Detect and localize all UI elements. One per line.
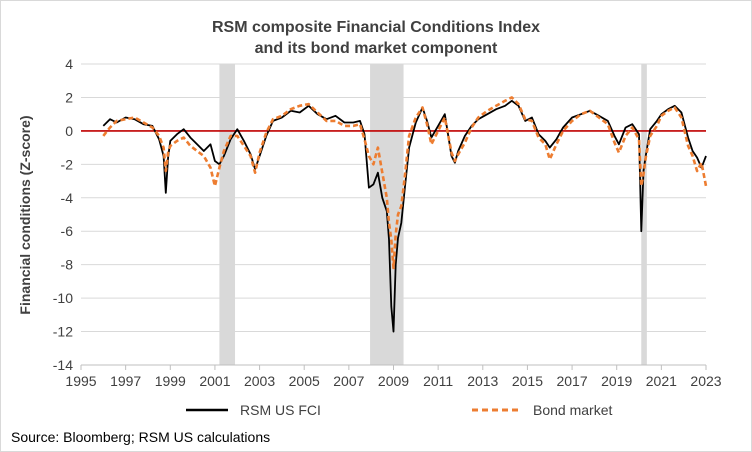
- y-tick-label: -12: [53, 324, 73, 340]
- x-tick-label: 2007: [333, 373, 364, 389]
- y-tick-label: 4: [65, 56, 73, 72]
- y-tick-label: -4: [61, 190, 74, 206]
- chart-title: RSM composite Financial Conditions Index: [212, 19, 540, 36]
- series-layer: [102, 96, 708, 333]
- y-tick-label: 2: [65, 89, 73, 105]
- x-tick-label: 2023: [690, 373, 721, 389]
- y-tick-label: 0: [65, 123, 73, 139]
- recession-band-0: [219, 64, 236, 365]
- legend-label-fci: RSM US FCI: [240, 402, 321, 418]
- y-axis-label: Financial conditions (Z-score): [17, 115, 33, 314]
- y-axis-ticks: 4 2 0 -2 -4 -6 -8 -10 -12 -14: [53, 56, 73, 373]
- recession-band-2: [641, 64, 647, 365]
- x-tick-label: 2001: [199, 373, 230, 389]
- chart-subtitle: and its bond market component: [255, 40, 498, 57]
- x-tick-label: 1997: [110, 373, 141, 389]
- x-tick-label: 2019: [601, 373, 632, 389]
- y-tick-label: -10: [53, 290, 73, 306]
- y-tick-label: -8: [61, 257, 74, 273]
- x-tick-label: 2003: [244, 373, 275, 389]
- y-tick-label: -6: [61, 223, 74, 239]
- x-tick-label: 2015: [512, 373, 543, 389]
- x-tick-label: 1995: [65, 373, 96, 389]
- x-tick-label: 1999: [155, 373, 186, 389]
- y-tick-label: -2: [61, 156, 74, 172]
- x-tick-label: 2013: [467, 373, 498, 389]
- series-line-1: [102, 96, 708, 270]
- recession-shading: [219, 64, 647, 365]
- source-note: Source: Bloomberg; RSM US calculations: [11, 429, 270, 445]
- x-tick-label: 2011: [423, 373, 453, 389]
- x-tick-label: 2017: [556, 373, 587, 389]
- x-tick-label: 2009: [378, 373, 409, 389]
- x-axis-ticks: 1995 1997 1999 2001 2003 2005 2007 2009 2011 2013…: [65, 365, 722, 389]
- legend-label-bond: Bond market: [533, 402, 612, 418]
- x-tick-label: 2021: [646, 373, 677, 389]
- y-tick-label: -14: [53, 357, 73, 373]
- x-tick-label: 2005: [289, 373, 320, 389]
- series-line-0: [102, 99, 707, 333]
- legend: RSM US FCI Bond market: [186, 402, 612, 418]
